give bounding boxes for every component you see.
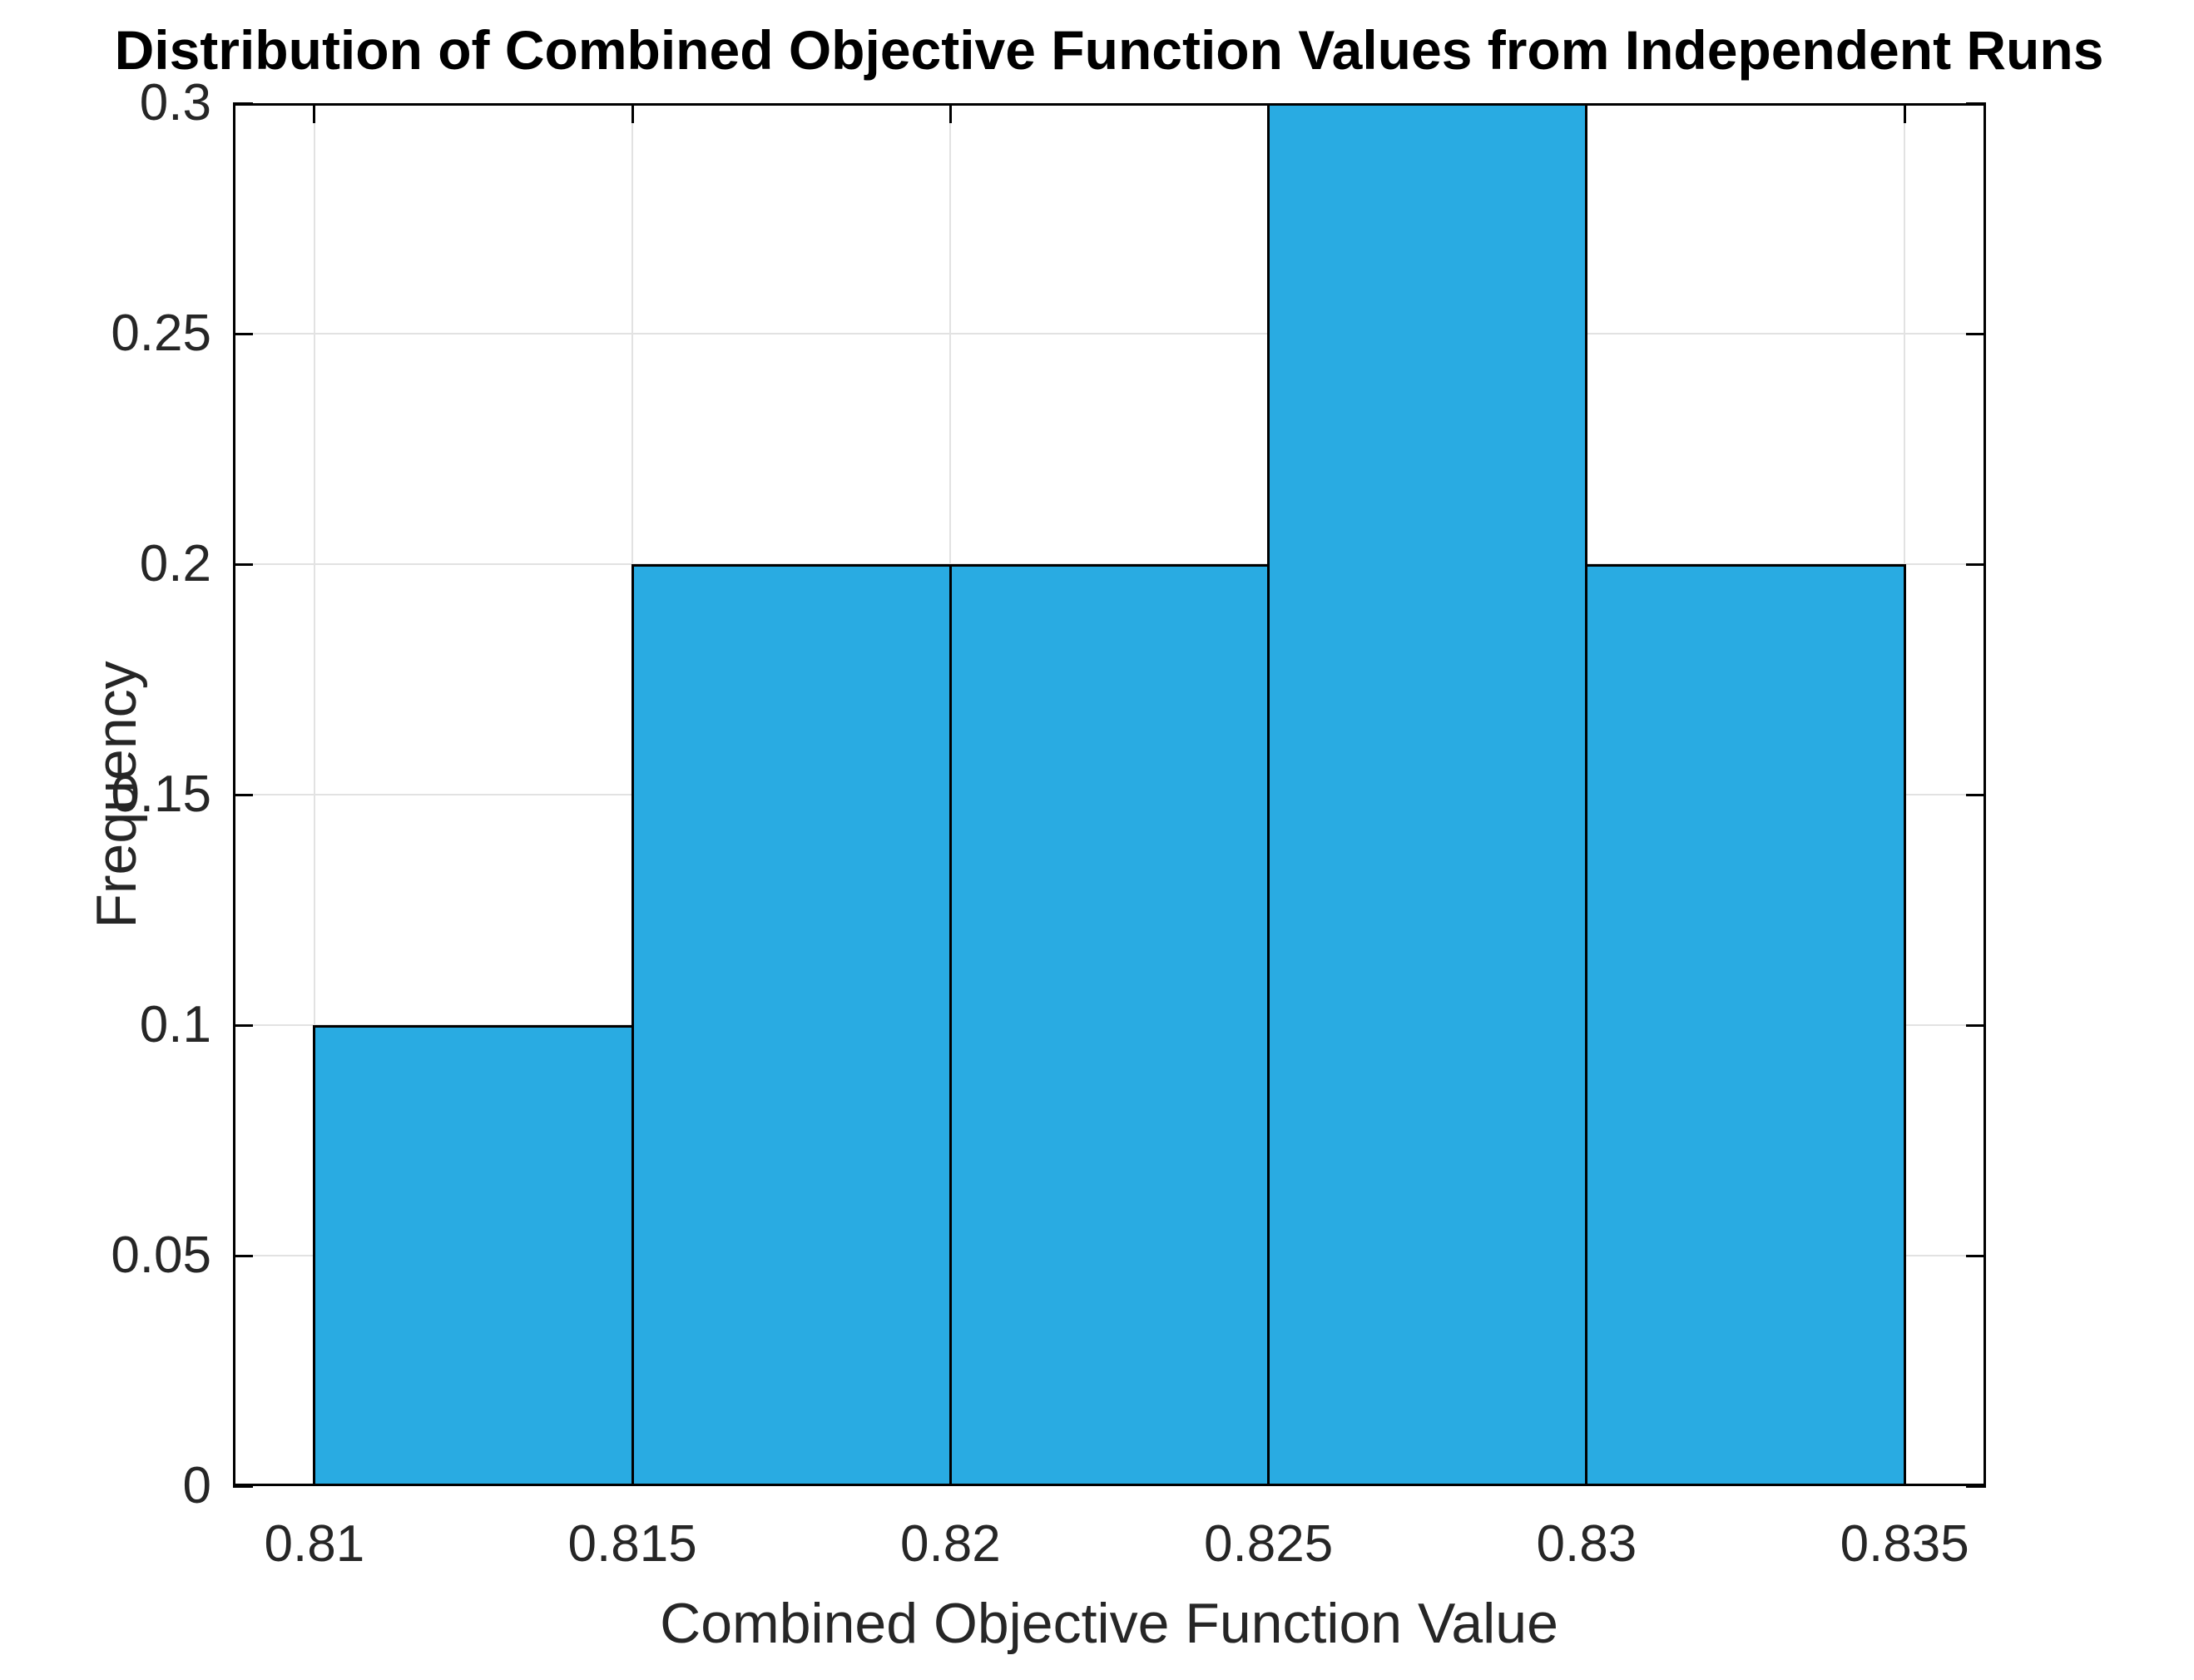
y-tick-mark-right	[1966, 332, 1986, 335]
y-tick-label: 0.2	[139, 535, 211, 592]
y-tick-mark-right	[1966, 562, 1986, 566]
x-tick-mark-top	[631, 103, 634, 123]
histogram-bar	[313, 1025, 634, 1486]
y-tick-mark-left	[233, 1023, 253, 1027]
y-tick-mark-right	[1966, 1023, 1986, 1027]
y-tick-mark-left	[233, 793, 253, 796]
x-tick-label: 0.83	[1536, 1515, 1637, 1573]
x-axis-label: Combined Objective Function Value	[660, 1592, 1558, 1655]
x-tick-label: 0.835	[1840, 1515, 1969, 1573]
y-tick-label: 0.05	[111, 1227, 211, 1284]
y-tick-label: 0.1	[139, 996, 211, 1053]
y-tick-mark-right	[1966, 1484, 1986, 1488]
y-tick-mark-right	[1966, 1254, 1986, 1257]
x-tick-mark-top	[948, 103, 952, 123]
y-tick-mark-left	[233, 1254, 253, 1257]
chart-title: Distribution of Combined Objective Funct…	[114, 19, 2104, 81]
x-tick-label: 0.825	[1204, 1515, 1334, 1573]
bar-layer	[233, 103, 1986, 1486]
x-tick-mark-top	[313, 103, 316, 123]
y-tick-label: 0	[182, 1457, 211, 1514]
plot-border	[233, 103, 1986, 1486]
y-tick-mark-left	[233, 562, 253, 566]
y-tick-mark-right	[1966, 793, 1986, 796]
x-tick-label: 0.82	[900, 1515, 1001, 1573]
plot-area	[233, 102, 1986, 1488]
x-tick-label: 0.81	[264, 1515, 365, 1573]
y-tick-label: 0.3	[139, 74, 211, 131]
x-tick-mark-top	[1903, 103, 1906, 123]
y-tick-mark-left	[233, 332, 253, 335]
y-tick-label: 0.15	[111, 766, 211, 823]
y-tick-mark-left	[233, 1484, 253, 1488]
histogram-bar	[1585, 564, 1906, 1486]
y-tick-label: 0.25	[111, 305, 211, 362]
x-tick-label: 0.815	[567, 1515, 697, 1573]
y-gridline	[233, 333, 1986, 335]
